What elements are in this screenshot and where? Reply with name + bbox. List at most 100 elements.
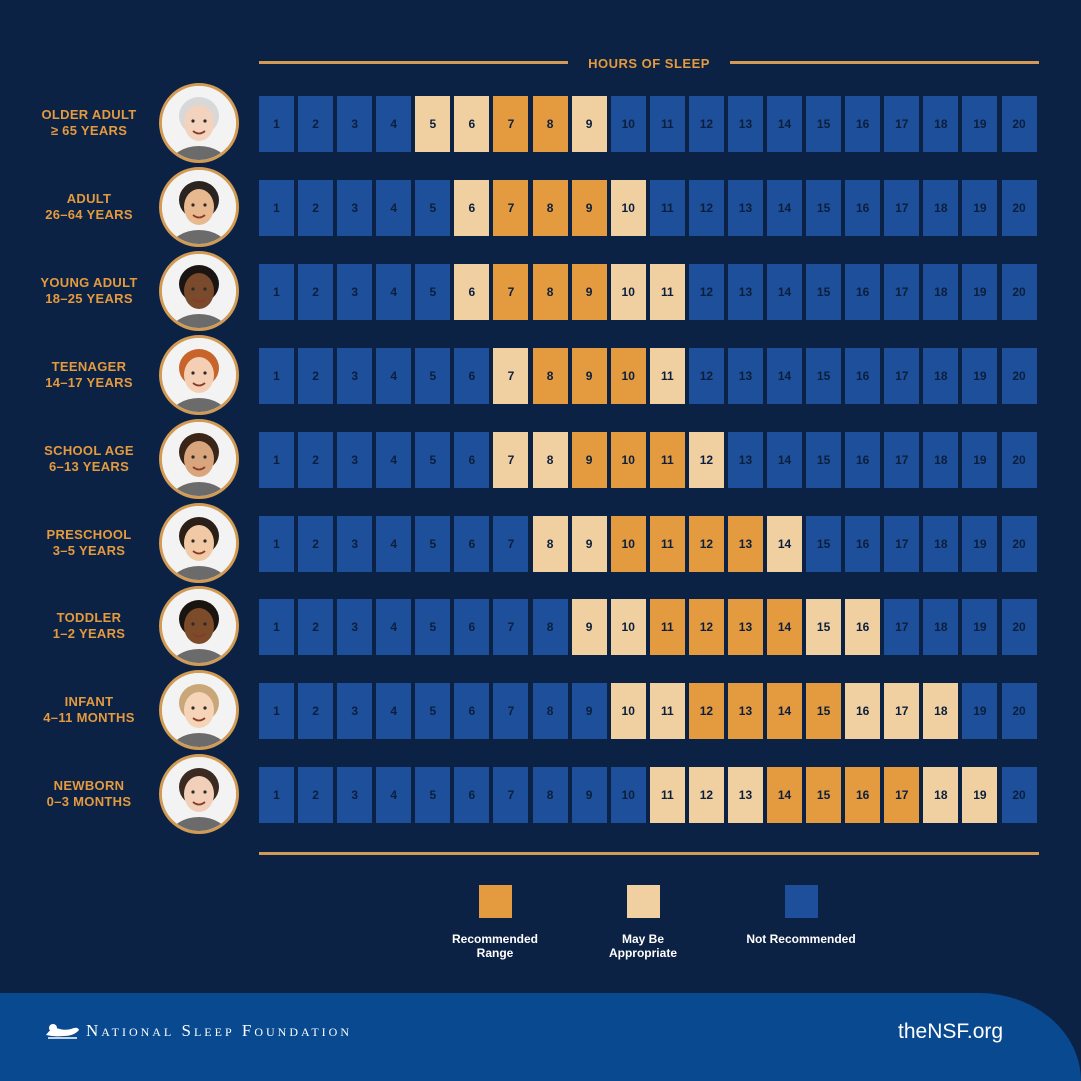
hour-cell: 7 xyxy=(493,263,529,320)
title-rule-right xyxy=(730,61,1039,64)
hour-cell: 16 xyxy=(845,347,881,404)
title-rule-left xyxy=(259,61,568,64)
row-label-age: 0–3 MONTHS xyxy=(46,794,132,810)
hour-cell: 3 xyxy=(337,599,373,656)
hour-cell: 6 xyxy=(454,179,490,236)
adult-portrait xyxy=(159,166,239,247)
row-label-group: SCHOOL AGE xyxy=(44,442,134,458)
hour-cell: 9 xyxy=(571,263,607,320)
hour-cell: 3 xyxy=(337,515,373,572)
legend-label: Recommended Range xyxy=(415,932,575,960)
hour-cell: 16 xyxy=(845,767,881,824)
hour-cell: 10 xyxy=(610,96,646,152)
toddler-portrait xyxy=(159,586,239,667)
hour-cell: 20 xyxy=(1001,515,1037,572)
hour-cell: 4 xyxy=(376,179,412,236)
row-label-age: 4–11 MONTHS xyxy=(43,710,135,726)
hour-cell: 19 xyxy=(962,179,998,236)
hour-cell: 7 xyxy=(493,515,529,572)
infant-portrait xyxy=(159,670,239,751)
hour-cell: 12 xyxy=(688,96,724,152)
hour-cell: 15 xyxy=(806,683,842,740)
row-label-age: ≥ 65 YEARS xyxy=(50,123,128,138)
hour-cell: 19 xyxy=(962,767,998,824)
hour-cell: 13 xyxy=(727,683,763,740)
hour-cell: 7 xyxy=(493,683,529,740)
hour-cell: 2 xyxy=(298,515,334,572)
hour-cell: 19 xyxy=(962,96,998,152)
hour-cell: 7 xyxy=(493,347,529,404)
school-age-portrait xyxy=(159,418,239,499)
hour-cell: 1 xyxy=(259,431,294,488)
teenager-portrait xyxy=(159,334,239,415)
hour-cell: 14 xyxy=(767,347,803,404)
hour-cell: 10 xyxy=(610,683,646,740)
hour-cell: 10 xyxy=(610,767,646,824)
hour-cell: 12 xyxy=(688,431,724,488)
row-label: INFANT 4–11 MONTHS xyxy=(20,694,158,726)
row-label-age: 18–25 YEARS xyxy=(45,290,133,306)
older-adult-portrait xyxy=(159,83,239,163)
hour-cell: 14 xyxy=(767,96,803,152)
hour-cell: 20 xyxy=(1001,347,1037,404)
brand-name: National Sleep Foundation xyxy=(86,1021,352,1040)
hour-cell: 19 xyxy=(962,263,998,320)
hour-cell: 14 xyxy=(767,599,803,656)
hour-cell: 16 xyxy=(845,263,881,320)
hour-cell: 11 xyxy=(649,263,685,320)
hour-cell: 18 xyxy=(923,515,959,572)
footer: National Sleep Foundation theNSF.org xyxy=(0,993,1081,1081)
site-url: theNSF.org xyxy=(898,1020,1004,1043)
hour-cell: 14 xyxy=(767,431,803,488)
hour-cell: 1 xyxy=(259,347,294,404)
legend-label-line1: Not Recommended xyxy=(746,932,856,946)
hour-cell: 11 xyxy=(649,767,685,824)
legend-label: Not Recommended xyxy=(721,932,881,946)
hour-cell: 16 xyxy=(845,431,881,488)
hour-cell: 5 xyxy=(415,683,451,740)
hour-cell: 5 xyxy=(415,515,451,572)
hour-cell: 20 xyxy=(1001,179,1037,236)
hour-cell: 18 xyxy=(923,767,959,824)
hour-cell: 1 xyxy=(259,96,294,152)
row-label: ADULT 26–64 YEARS xyxy=(20,191,158,223)
hour-cell: 11 xyxy=(649,515,685,572)
hour-cell: 15 xyxy=(806,263,842,320)
hour-cell: 2 xyxy=(298,179,334,236)
hour-cell: 17 xyxy=(884,515,920,572)
legend-swatch-recommended xyxy=(479,885,512,918)
hour-cell: 18 xyxy=(923,179,959,236)
legend-swatch-not-recommended xyxy=(785,885,818,918)
hour-cell: 5 xyxy=(415,96,451,152)
hour-cell: 14 xyxy=(767,263,803,320)
hour-cell: 8 xyxy=(532,96,568,152)
hour-cell: 3 xyxy=(337,683,373,740)
hour-cell: 15 xyxy=(806,599,842,656)
hour-cell: 9 xyxy=(571,599,607,656)
row-label-age: 14–17 YEARS xyxy=(45,374,133,390)
hour-cell: 11 xyxy=(649,96,685,152)
hour-cell: 7 xyxy=(493,599,529,656)
hour-cell: 14 xyxy=(767,683,803,740)
hour-cell: 12 xyxy=(688,347,724,404)
hour-cell: 20 xyxy=(1001,599,1037,656)
hour-cell: 13 xyxy=(727,515,763,572)
hour-cell: 2 xyxy=(298,96,334,152)
legend-label-line1: Recommended xyxy=(451,932,539,946)
hour-cell: 2 xyxy=(298,263,334,320)
hour-cell: 12 xyxy=(688,767,724,824)
hour-cell: 11 xyxy=(649,683,685,740)
hour-cell: 3 xyxy=(337,179,373,236)
hour-cell: 10 xyxy=(610,599,646,656)
hour-cell: 1 xyxy=(259,263,294,320)
hour-cell: 6 xyxy=(454,263,490,320)
hour-cell: 6 xyxy=(454,683,490,740)
hour-cell: 20 xyxy=(1001,96,1037,152)
hour-cell: 7 xyxy=(493,96,529,152)
hour-cell: 4 xyxy=(376,431,412,488)
row-label-group: YOUNG ADULT xyxy=(40,274,138,290)
hour-cell: 17 xyxy=(884,96,920,152)
hour-cell: 17 xyxy=(884,263,920,320)
hour-cell: 10 xyxy=(610,263,646,320)
hour-cell: 8 xyxy=(532,599,568,656)
